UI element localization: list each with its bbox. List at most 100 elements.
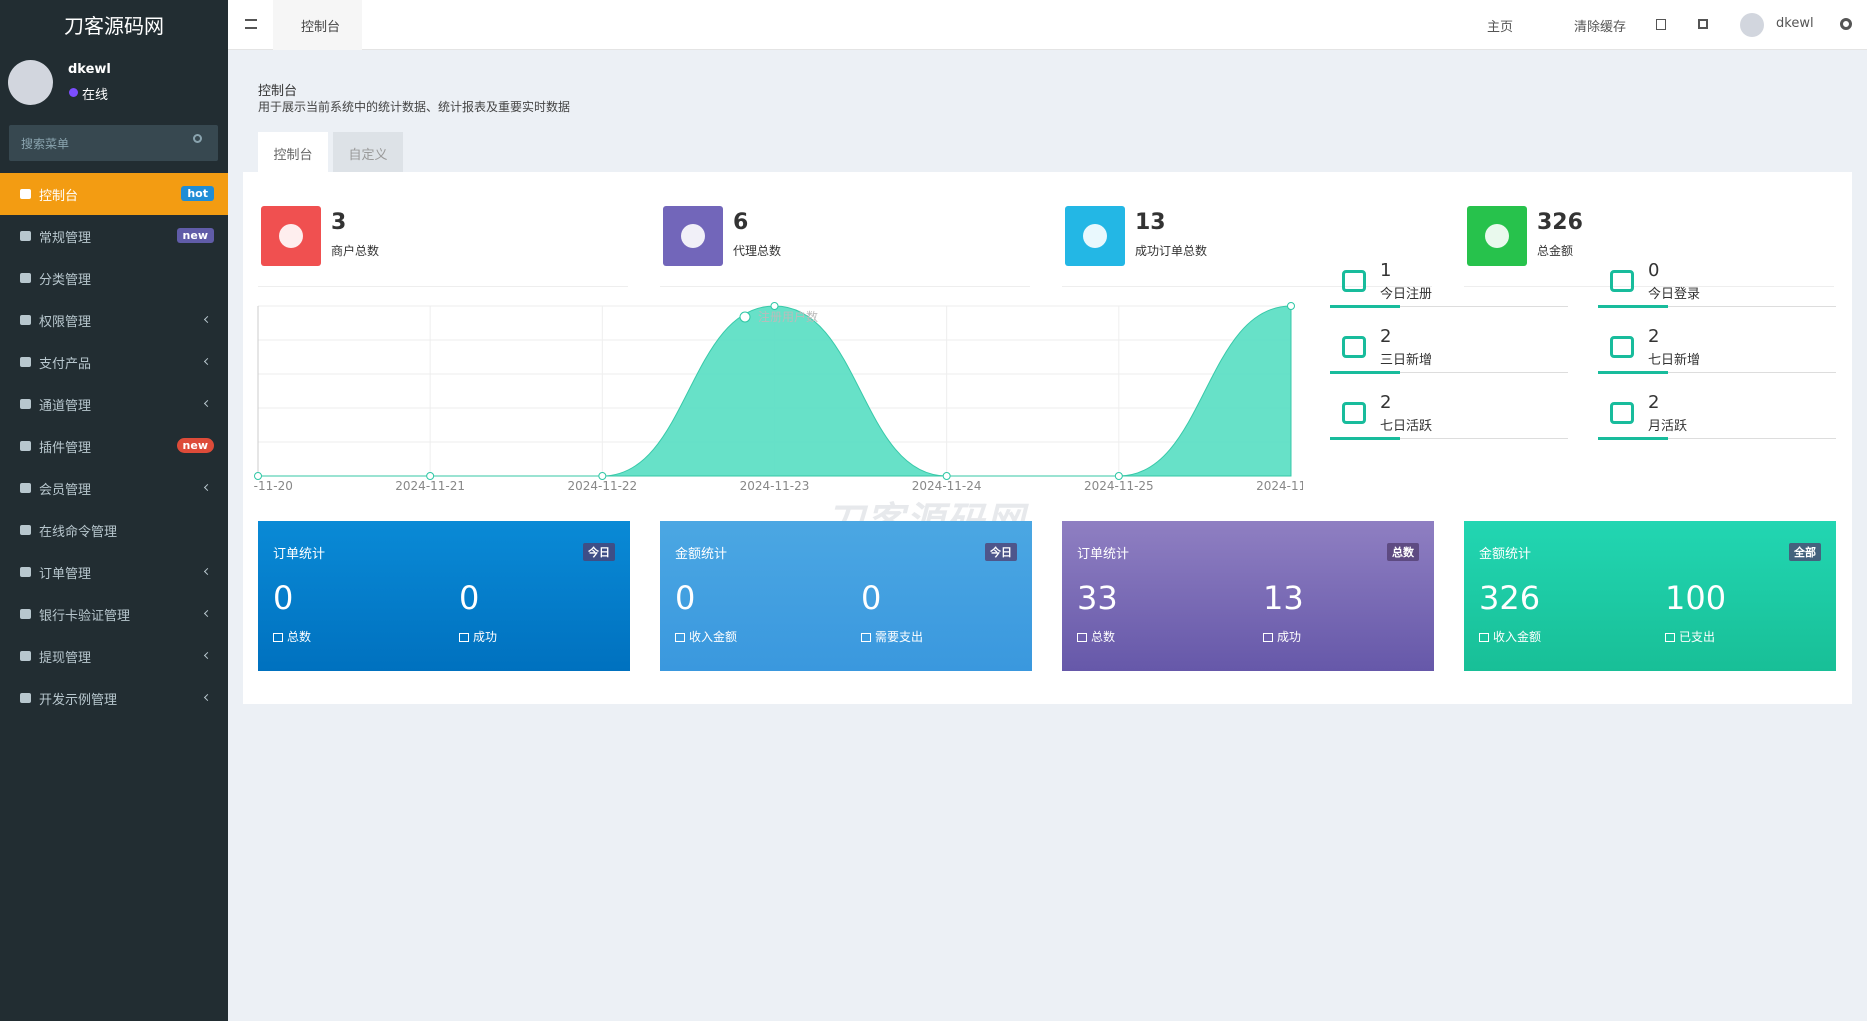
stat-divider bbox=[660, 286, 1030, 287]
menu-item[interactable]: 分类管理 bbox=[0, 257, 228, 299]
menu-item[interactable]: 控制台 hot bbox=[0, 173, 228, 215]
menu-badge: hot bbox=[181, 186, 214, 201]
search-box[interactable]: 搜索菜单 bbox=[9, 125, 218, 161]
menu-icon bbox=[20, 315, 31, 325]
header-link[interactable]: 清除缓存 bbox=[1574, 20, 1627, 35]
page-subtitle: 用于展示当前系统中的统计数据、统计报表及重要实时数据 bbox=[258, 100, 571, 114]
mini-stat-accent bbox=[1598, 305, 1668, 308]
stat-panel: 订单统计 总数 33 总数 13 成功 bbox=[1062, 521, 1434, 671]
stat-label: 代理总数 bbox=[733, 244, 782, 258]
menu-item[interactable]: 插件管理 new bbox=[0, 425, 228, 467]
menu-item[interactable]: 提现管理 bbox=[0, 635, 228, 677]
mini-stat-value: 2 bbox=[1648, 392, 1660, 413]
panel-label: 需要支出 bbox=[875, 630, 924, 644]
chevron bbox=[203, 609, 212, 618]
header-avatar[interactable] bbox=[1740, 13, 1764, 37]
data-point bbox=[426, 472, 435, 480]
menu-item[interactable]: 权限管理 bbox=[0, 299, 228, 341]
mini-stat-icon bbox=[1342, 402, 1366, 424]
mini-stat-icon bbox=[1342, 270, 1366, 292]
menu-toggle[interactable] bbox=[245, 19, 257, 29]
panel-item-icon bbox=[861, 633, 871, 642]
status-dot bbox=[69, 88, 78, 97]
panel-item-icon bbox=[1263, 633, 1273, 642]
panel-item-icon bbox=[675, 633, 685, 642]
mini-stat-accent bbox=[1330, 371, 1400, 374]
menu-icon bbox=[20, 399, 31, 409]
panel-value: 100 bbox=[1665, 579, 1727, 617]
stat-label: 商户总数 bbox=[331, 244, 380, 258]
fullscreen-icon[interactable] bbox=[1698, 19, 1708, 29]
mini-stat-label: 三日新增 bbox=[1380, 353, 1433, 368]
stat-divider bbox=[1464, 286, 1834, 287]
sidebar: 刀客源码网 dkewl 在线 搜索菜单 控制台 hot 常规管理 new 分类管理 权限管理 支付产… bbox=[0, 0, 228, 1021]
mini-stat-value: 2 bbox=[1648, 326, 1660, 347]
mini-stat-value: 2 bbox=[1380, 392, 1392, 413]
panel-title: 订单统计 bbox=[273, 547, 326, 562]
mini-stat-icon bbox=[1342, 336, 1366, 358]
stat-divider bbox=[258, 286, 628, 287]
legend-label: 注册用户数 bbox=[758, 309, 818, 324]
menu-icon bbox=[20, 693, 31, 703]
menu-item[interactable]: 支付产品 bbox=[0, 341, 228, 383]
menu-label: 分类管理 bbox=[39, 273, 92, 288]
stat-panel: 金额统计 今日 0 收入金额 0 需要支出 bbox=[660, 521, 1032, 671]
menu-item[interactable]: 订单管理 bbox=[0, 551, 228, 593]
header: 控制台 主页 清除缓存 dkewl bbox=[228, 0, 1867, 50]
menu-label: 在线命令管理 bbox=[39, 525, 118, 540]
search-placeholder: 搜索菜单 bbox=[21, 137, 70, 151]
header-link[interactable]: 主页 bbox=[1487, 20, 1514, 35]
menu-icon bbox=[20, 567, 31, 577]
stat-icon-glyph bbox=[681, 224, 705, 248]
menu-icon bbox=[20, 609, 31, 619]
menu-label: 会员管理 bbox=[39, 483, 92, 498]
panel-label: 总数 bbox=[1091, 630, 1116, 644]
page-tab[interactable]: 自定义 bbox=[333, 132, 403, 172]
mini-stat-label: 月活跃 bbox=[1648, 419, 1688, 434]
avatar bbox=[8, 60, 53, 105]
mini-stat-icon bbox=[1610, 270, 1634, 292]
menu-icon bbox=[20, 651, 31, 661]
menu-label: 开发示例管理 bbox=[39, 693, 118, 708]
panel-item-icon bbox=[1665, 633, 1675, 642]
menu-label: 支付产品 bbox=[39, 357, 92, 372]
lang-icon[interactable] bbox=[1656, 19, 1666, 30]
menu-item[interactable]: 在线命令管理 bbox=[0, 509, 228, 551]
data-point bbox=[1114, 472, 1123, 480]
page-tab[interactable]: 控制台 bbox=[258, 132, 328, 172]
panel-label: 成功 bbox=[1277, 630, 1302, 644]
chevron bbox=[203, 567, 212, 576]
legend-marker bbox=[739, 311, 751, 323]
header-tab[interactable]: 控制台 bbox=[273, 0, 362, 50]
data-point bbox=[598, 472, 607, 480]
menu-item[interactable]: 开发示例管理 bbox=[0, 677, 228, 719]
mini-stat-label: 今日注册 bbox=[1380, 287, 1433, 302]
menu-icon bbox=[20, 441, 31, 451]
stat-value: 326 bbox=[1537, 210, 1583, 235]
menu-label: 订单管理 bbox=[39, 567, 92, 582]
page-tab-label: 自定义 bbox=[348, 148, 388, 163]
header-user[interactable]: dkewl bbox=[1776, 16, 1814, 31]
mini-stat-divider bbox=[1598, 438, 1836, 439]
menu-item[interactable]: 会员管理 bbox=[0, 467, 228, 509]
data-point bbox=[254, 472, 262, 480]
stat-label: 总金额 bbox=[1537, 244, 1574, 258]
panel-label: 成功 bbox=[473, 630, 498, 644]
menu-item[interactable]: 通道管理 bbox=[0, 383, 228, 425]
menu-item[interactable]: 银行卡验证管理 bbox=[0, 593, 228, 635]
panel-value: 33 bbox=[1077, 579, 1118, 617]
mini-stat-label: 七日新增 bbox=[1648, 353, 1701, 368]
x-tick-label: 2024-11-20 bbox=[253, 479, 293, 492]
data-point bbox=[770, 302, 779, 310]
settings-icon[interactable] bbox=[1840, 18, 1852, 30]
menu-item[interactable]: 常规管理 new bbox=[0, 215, 228, 257]
mini-stat-divider bbox=[1330, 306, 1568, 307]
panel-badge: 全部 bbox=[1789, 543, 1821, 561]
chevron bbox=[203, 693, 212, 702]
panel-badge: 总数 bbox=[1387, 543, 1419, 561]
x-tick-label: 2024-11-23 bbox=[740, 479, 810, 492]
mini-stat-divider bbox=[1598, 306, 1836, 307]
content-panel: 3商户总数6代理总数13成功订单总数326总金额2024-11-202024-1… bbox=[243, 172, 1852, 704]
